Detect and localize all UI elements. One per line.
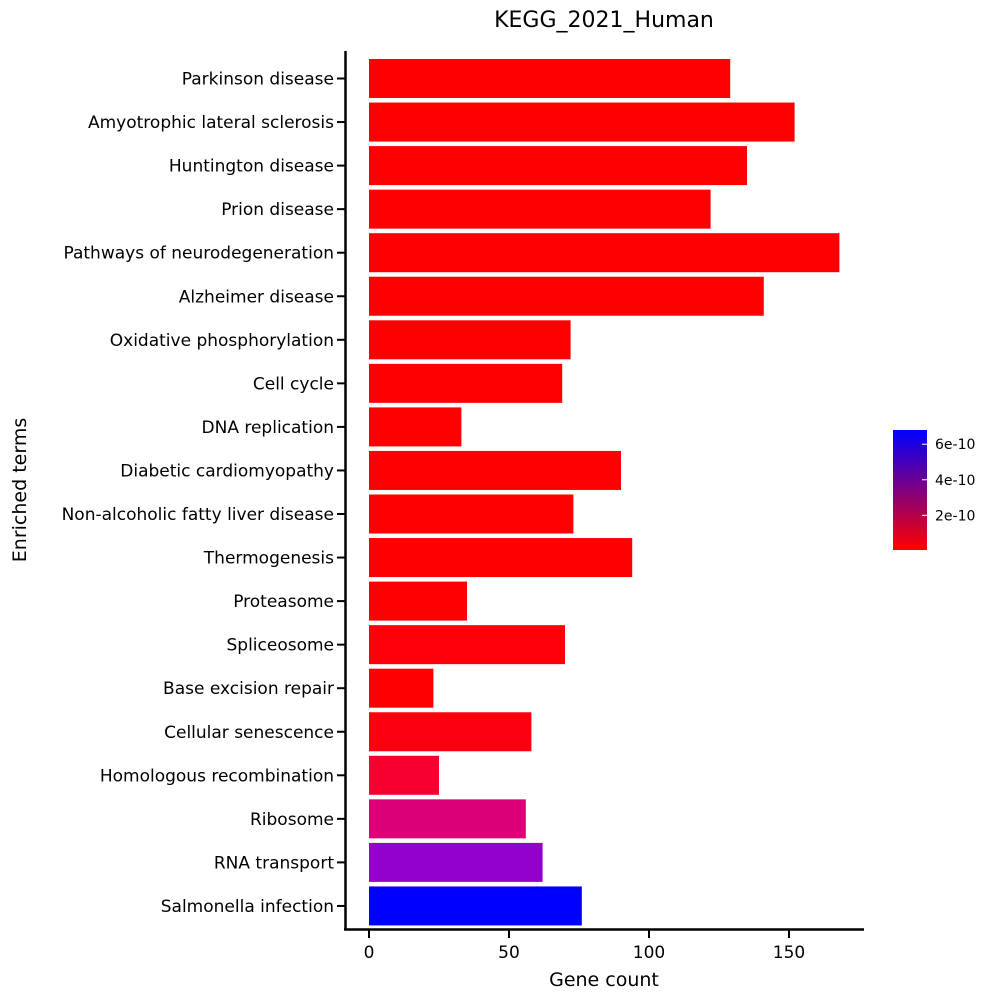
bar: [369, 625, 565, 665]
bar: [369, 233, 840, 273]
colorbar-tick-label: 4e-10: [935, 473, 975, 489]
colorbar-tick-label: 6e-10: [935, 437, 975, 453]
y-tick-label: Spliceosome: [226, 636, 334, 656]
y-tick-label: Amyotrophic lateral sclerosis: [88, 113, 334, 133]
bar: [369, 712, 532, 752]
bar: [369, 363, 563, 403]
bar: [369, 799, 526, 839]
colorbar-gradient: [893, 430, 927, 550]
bars-layer: [369, 59, 840, 926]
x-tick-label: 50: [498, 943, 520, 963]
bar: [369, 102, 795, 142]
y-tick-label: Parkinson disease: [182, 70, 334, 90]
x-tick-label: 150: [773, 943, 805, 963]
bar: [369, 581, 467, 621]
y-tick-label: Thermogenesis: [203, 549, 334, 569]
bar: [369, 407, 462, 447]
y-tick-label: Base excision repair: [163, 679, 334, 699]
bar: [369, 668, 434, 708]
y-tick-label: Diabetic cardiomyopathy: [120, 461, 334, 481]
bar: [369, 276, 764, 316]
y-tick-label: Oxidative phosphorylation: [110, 331, 334, 351]
y-axis-title: Enriched terms: [9, 418, 31, 562]
y-tick-label: Prion disease: [221, 200, 334, 220]
bar: [369, 494, 574, 534]
chart-title: KEGG_2021_Human: [494, 8, 714, 33]
colorbar: 6e-10 4e-10 2e-10: [893, 430, 975, 550]
x-tick-label: 100: [633, 943, 665, 963]
bar: [369, 189, 711, 229]
y-tick-label: Proteasome: [233, 592, 334, 612]
y-tick-label: Cell cycle: [253, 374, 334, 394]
y-tick-label: Homologous recombination: [100, 766, 334, 786]
y-tick-label: Pathways of neurodegeneration: [63, 244, 334, 264]
bar: [369, 886, 582, 926]
x-axis-title: Gene count: [549, 969, 659, 991]
y-tick-label: Non-alcoholic fatty liver disease: [62, 505, 334, 525]
x-tick-label: 0: [364, 943, 375, 963]
y-tick-label: Huntington disease: [169, 157, 334, 177]
y-tick-label: Alzheimer disease: [179, 287, 334, 307]
y-tick-label: Salmonella infection: [161, 897, 334, 917]
colorbar-ticks-layer: 6e-10 4e-10 2e-10: [922, 437, 975, 524]
y-tick-label: Cellular senescence: [164, 723, 334, 743]
bar: [369, 842, 543, 882]
bar: [369, 320, 571, 360]
bar: [369, 755, 439, 795]
bar: [369, 538, 633, 578]
y-tick-label: RNA transport: [214, 853, 334, 873]
bar: [369, 146, 747, 186]
y-tick-label: DNA replication: [202, 418, 334, 438]
bar: [369, 59, 731, 98]
bar: [369, 450, 621, 490]
colorbar-tick-label: 2e-10: [935, 508, 975, 524]
category-labels-layer: Parkinson disease Amyotrophic lateral scl…: [62, 70, 345, 917]
x-ticks-layer: 0 50 100 150: [364, 929, 805, 963]
y-tick-label: Ribosome: [250, 810, 334, 830]
